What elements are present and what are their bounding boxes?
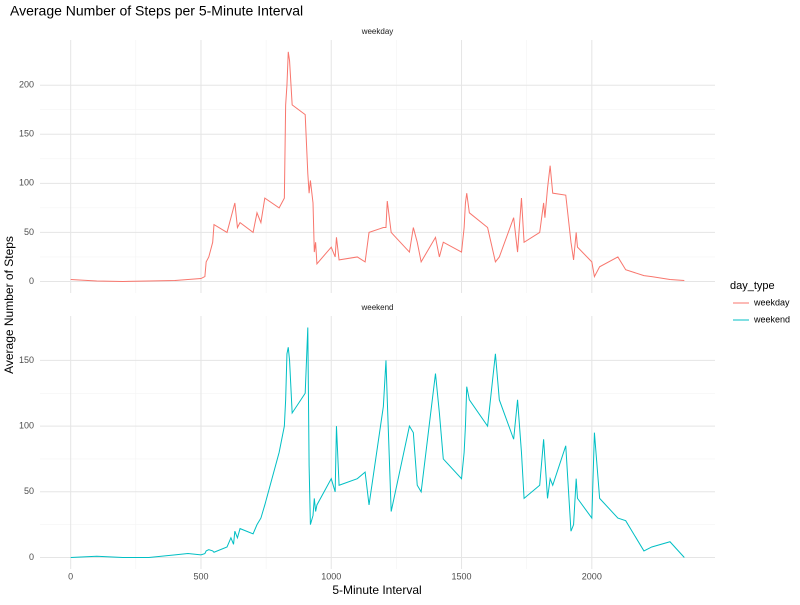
data-line (70, 51, 685, 283)
y-tick-label: 100 (19, 420, 34, 430)
x-tick-label: 0 (68, 571, 73, 581)
y-tick-label: 150 (19, 355, 34, 365)
y-tick-label: 100 (19, 178, 34, 188)
x-axis-label: 5-Minute Interval (332, 583, 421, 597)
y-tick-label: 50 (24, 486, 34, 496)
facet-strip-label: weekday (361, 27, 394, 36)
facet-strip-label: weekend (360, 303, 393, 312)
x-tick-label: 2000 (582, 571, 602, 581)
y-axis-label: Average Number of Steps (2, 236, 16, 374)
chart-title: Average Number of Steps per 5-Minute Int… (10, 3, 303, 19)
x-tick-label: 500 (193, 571, 208, 581)
x-tick-label: 1500 (452, 571, 472, 581)
x-tick-label: 1000 (321, 571, 341, 581)
y-tick-label: 50 (24, 227, 34, 237)
y-tick-label: 150 (19, 129, 34, 139)
legend-label: weekday (753, 297, 790, 307)
y-tick-label: 0 (29, 276, 34, 286)
legend-label: weekend (753, 314, 790, 324)
legend-title: day_type (730, 280, 775, 292)
y-tick-label: 0 (29, 552, 34, 562)
y-tick-label: 200 (19, 80, 34, 90)
data-line (70, 327, 685, 558)
